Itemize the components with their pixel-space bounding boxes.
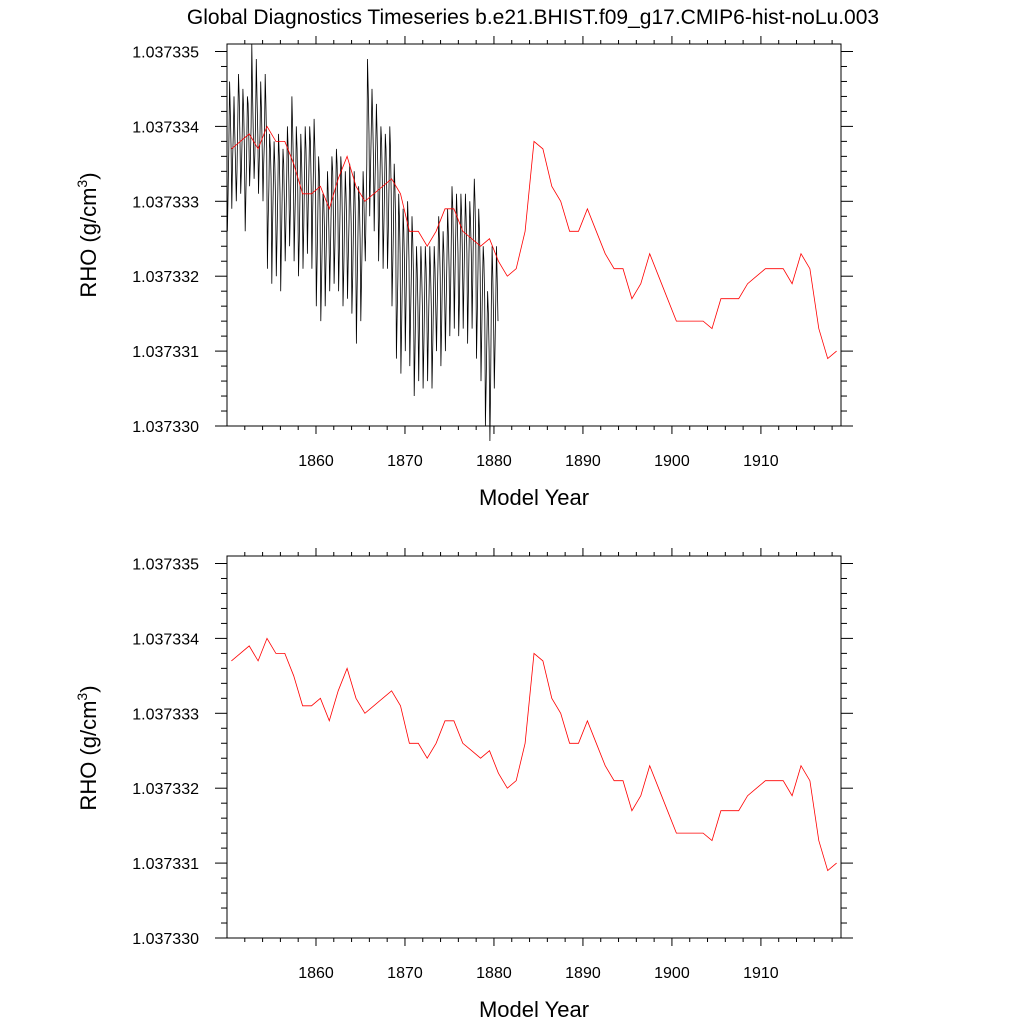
y-axis-label-main: RHO (g/cm	[76, 188, 101, 298]
y-axis-label: RHO (g/cm3)	[74, 172, 101, 297]
y-axis-label-close: )	[76, 685, 101, 692]
y-axis-label: RHO (g/cm3)	[74, 685, 101, 810]
x-tick-label: 1860	[298, 965, 334, 982]
x-tick-labels: 1860 1870 1880 1890 1900 1910	[298, 453, 779, 470]
y-tick-label: 1.037334	[132, 631, 199, 648]
x-tick-label: 1910	[743, 965, 779, 982]
y-tick-label: 1.037335	[132, 556, 199, 573]
axis-ticks	[215, 36, 853, 434]
y-tick-label: 1.037330	[132, 419, 199, 436]
series-line-annual	[231, 125, 837, 360]
x-tick-label: 1870	[387, 965, 423, 982]
y-tick-label: 1.037333	[132, 194, 199, 211]
x-tick-label: 1910	[743, 453, 779, 470]
y-axis-label-sup: 3	[74, 180, 90, 188]
x-axis-label: Model Year	[479, 485, 589, 510]
plot-frame	[226, 555, 842, 939]
x-tick-label: 1890	[565, 453, 601, 470]
x-tick-label: 1860	[298, 453, 334, 470]
plot-frame	[226, 43, 842, 427]
x-tick-labels: 1860 1870 1880 1890 1900 1910	[298, 965, 779, 982]
y-tick-label: 1.037330	[132, 931, 199, 948]
y-tick-label: 1.037334	[132, 119, 199, 136]
x-tick-label: 1870	[387, 453, 423, 470]
x-tick-label: 1880	[476, 965, 512, 982]
x-tick-label: 1890	[565, 965, 601, 982]
y-tick-labels: 1.037330 1.037331 1.037332 1.037333 1.037334…	[132, 44, 199, 436]
y-tick-label: 1.037331	[132, 856, 199, 873]
y-tick-label: 1.037331	[132, 344, 199, 361]
y-tick-labels: 1.037330 1.037331 1.037332 1.037333 1.037334…	[132, 556, 199, 948]
y-axis-label-close: )	[76, 172, 101, 179]
series-group	[231, 637, 837, 872]
y-tick-label: 1.037332	[132, 269, 199, 286]
figure-title: Global Diagnostics Timeseries b.e21.BHIS…	[187, 6, 879, 29]
x-tick-label: 1900	[654, 965, 690, 982]
series-line-annual	[231, 637, 837, 872]
x-axis-label: Model Year	[479, 997, 589, 1022]
y-tick-label: 1.037333	[132, 706, 199, 723]
y-axis-label-main: RHO (g/cm	[76, 701, 101, 811]
series-group	[227, 43, 837, 442]
x-tick-label: 1900	[654, 453, 690, 470]
series-line-monthly	[227, 43, 499, 442]
y-axis-label-sup: 3	[74, 693, 90, 701]
y-tick-label: 1.037332	[132, 781, 199, 798]
y-tick-label: 1.037335	[132, 44, 199, 61]
axis-ticks	[215, 548, 853, 946]
chart-panel-bottom: 1.037330 1.037331 1.037332 1.037333 1.037334…	[74, 548, 853, 1022]
chart-panel-top: 1.037330 1.037331 1.037332 1.037333 1.037334…	[74, 36, 853, 510]
x-tick-label: 1880	[476, 453, 512, 470]
